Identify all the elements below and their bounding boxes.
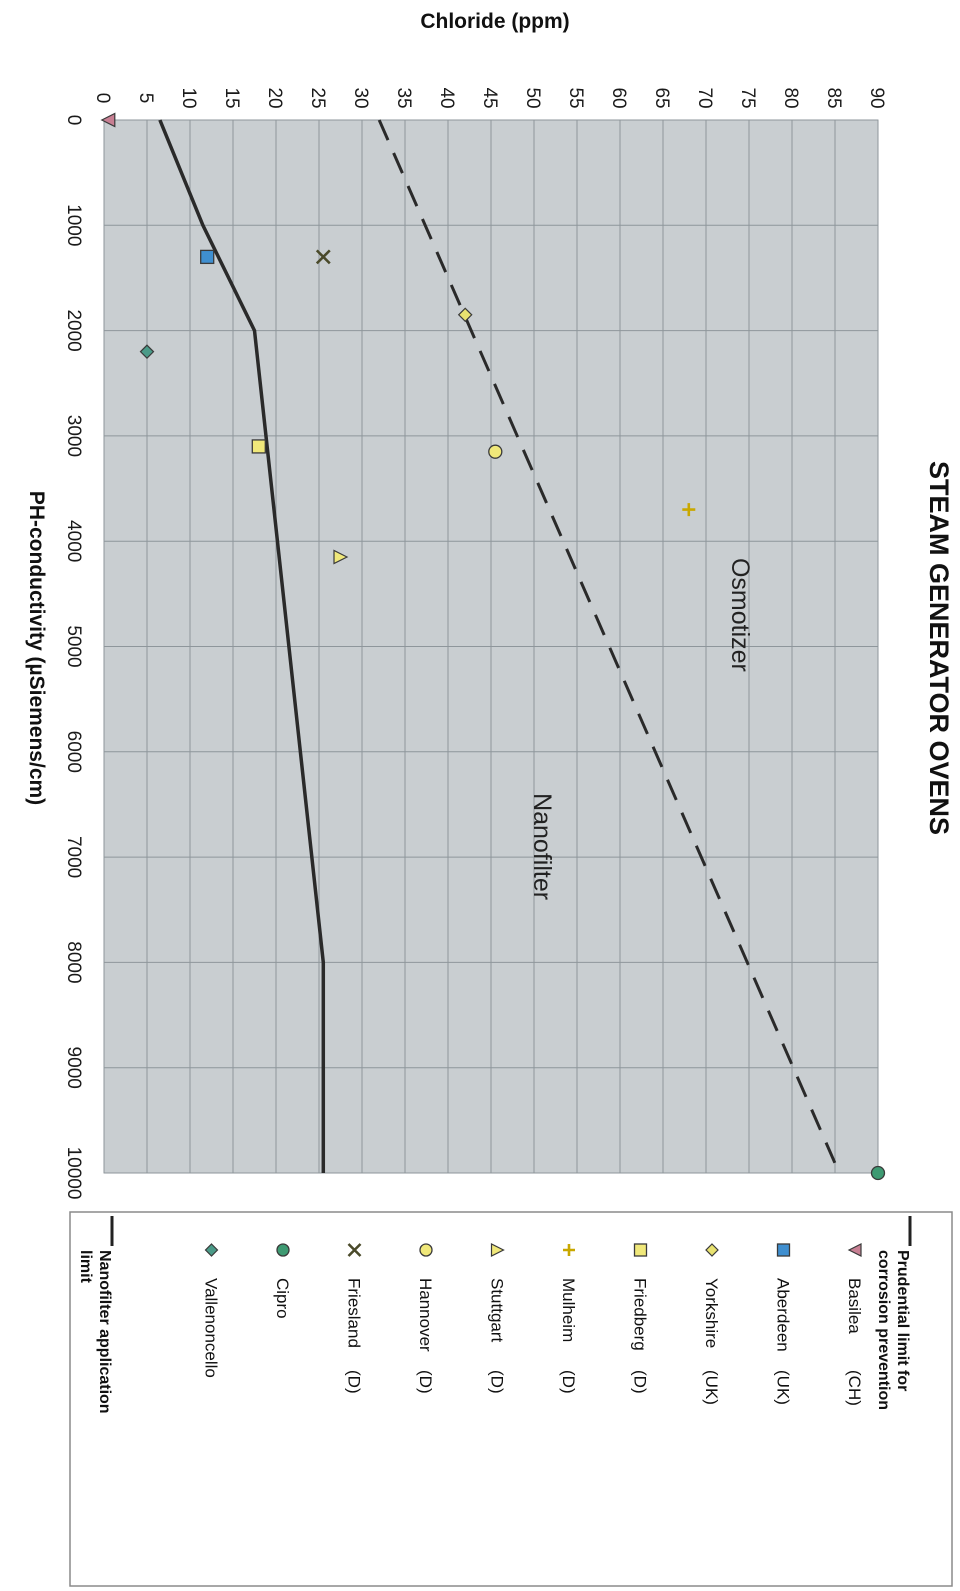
y-tick-label: 25	[307, 87, 328, 108]
legend-label-mulheim: Mulheim(D)	[559, 1278, 578, 1394]
x-tick-label: 3000	[63, 415, 84, 457]
legend-marker-mulheim	[563, 1244, 575, 1256]
x-tick-label: 4000	[63, 520, 84, 562]
legend-label-vallenoncello: Vallenoncello	[202, 1278, 221, 1378]
y-tick-label: 0	[92, 93, 113, 104]
legend-marker-friesland	[347, 1243, 362, 1257]
y-axis-title: Chloride (ppm)	[420, 10, 569, 33]
legend-marker-stuttgart	[490, 1243, 505, 1257]
x-tick-label: 5000	[63, 625, 84, 667]
y-tick-label: 10	[178, 87, 199, 108]
x-tick-label: 1000	[63, 204, 84, 246]
x-tick-label: 6000	[63, 731, 84, 773]
chart-title: STEAM GENERATOR OVENS	[924, 461, 954, 835]
marker-cipro	[870, 1165, 886, 1181]
region-labels: Osmotizer Nanofilter	[528, 558, 754, 900]
x-tick-label: 7000	[63, 836, 84, 878]
x-tick-label: 10000	[63, 1147, 84, 1200]
y-tick-label: 50	[522, 87, 543, 108]
legend-marker-aberdeen	[776, 1243, 791, 1257]
y-tick-label: 80	[780, 87, 801, 108]
y-tick-label: 65	[651, 87, 672, 108]
marker-vallenoncello	[139, 344, 155, 360]
legend-marker-friedberg	[633, 1243, 648, 1257]
nanofilter-limit-line	[158, 119, 326, 1173]
region-label-osmotizer: Osmotizer	[726, 558, 754, 672]
y-tick-label: 35	[393, 87, 414, 108]
marker-hannover	[488, 444, 503, 459]
legend-label-yorkshire: Yorkshire(UK)	[702, 1278, 721, 1405]
marker-friesland	[315, 249, 331, 265]
legend-label-cipro: Cipro	[273, 1278, 292, 1319]
limit-lines	[158, 119, 841, 1174]
legend-box	[69, 1211, 953, 1587]
y-tick-label: 15	[221, 87, 242, 108]
x-tick-label: 0	[63, 115, 84, 126]
marker-stuttgart	[333, 549, 349, 565]
legend-label-stuttgart: Stuttgart(D)	[488, 1278, 507, 1394]
x-tick-label: 9000	[63, 1047, 84, 1089]
y-tick-label: 70	[694, 87, 715, 108]
prudential-limit-line	[377, 119, 841, 1174]
y-tick-label: 40	[436, 87, 457, 108]
y-tick-label: 30	[350, 87, 371, 108]
y-tick-label: 55	[565, 87, 586, 108]
x-tick-label: 2000	[63, 309, 84, 351]
tick-labels: 0 5 10 15 20 25 30 35 40 45 50 55 60 65 70 75 80 85 90 0 100…	[63, 87, 887, 1199]
legend-label-basilea: Basilea(CH)	[845, 1278, 864, 1406]
legend-marker-vallenoncello	[204, 1243, 219, 1257]
marker-aberdeen	[200, 249, 215, 265]
legend-label-nanofilter: Nanofilter applicationlimit	[77, 1250, 113, 1414]
legend-marker-hannover	[419, 1243, 433, 1257]
legend-marker-yorkshire	[705, 1243, 719, 1257]
data-markers	[100, 112, 886, 1181]
legend-label-prudential: Prudential limit forcorrosion prevention	[875, 1250, 911, 1410]
legend-label-friedberg: Friedberg(D)	[631, 1278, 650, 1394]
y-tick-label: 20	[264, 87, 285, 108]
marker-basilea	[100, 112, 116, 128]
legend-label-friesland: Friesland(D)	[345, 1278, 364, 1394]
marker-yorkshire	[457, 307, 473, 323]
marker-mulheim	[682, 503, 696, 517]
legend-label-aberdeen: Aberdeen(UK)	[774, 1278, 793, 1405]
y-tick-label: 60	[608, 87, 629, 108]
marker-friedberg	[251, 439, 266, 454]
grid-lines	[103, 119, 879, 1174]
y-tick-label: 5	[135, 93, 156, 104]
y-tick-label: 75	[737, 87, 758, 108]
x-axis-title: PH-conductivity (µSiemens/cm)	[25, 491, 48, 805]
y-tick-label: 90	[866, 87, 887, 108]
legend-marker-basilea	[847, 1243, 862, 1257]
y-tick-label: 45	[479, 87, 500, 108]
region-label-nanofilter: Nanofilter	[528, 793, 556, 900]
legend-marker-cipro	[276, 1243, 290, 1257]
legend-label-hannover: Hannover(D)	[416, 1278, 435, 1394]
x-tick-label: 8000	[63, 941, 84, 983]
y-tick-label: 85	[823, 87, 844, 108]
legend: Prudential limit forcorrosion prevention…	[69, 1211, 953, 1587]
